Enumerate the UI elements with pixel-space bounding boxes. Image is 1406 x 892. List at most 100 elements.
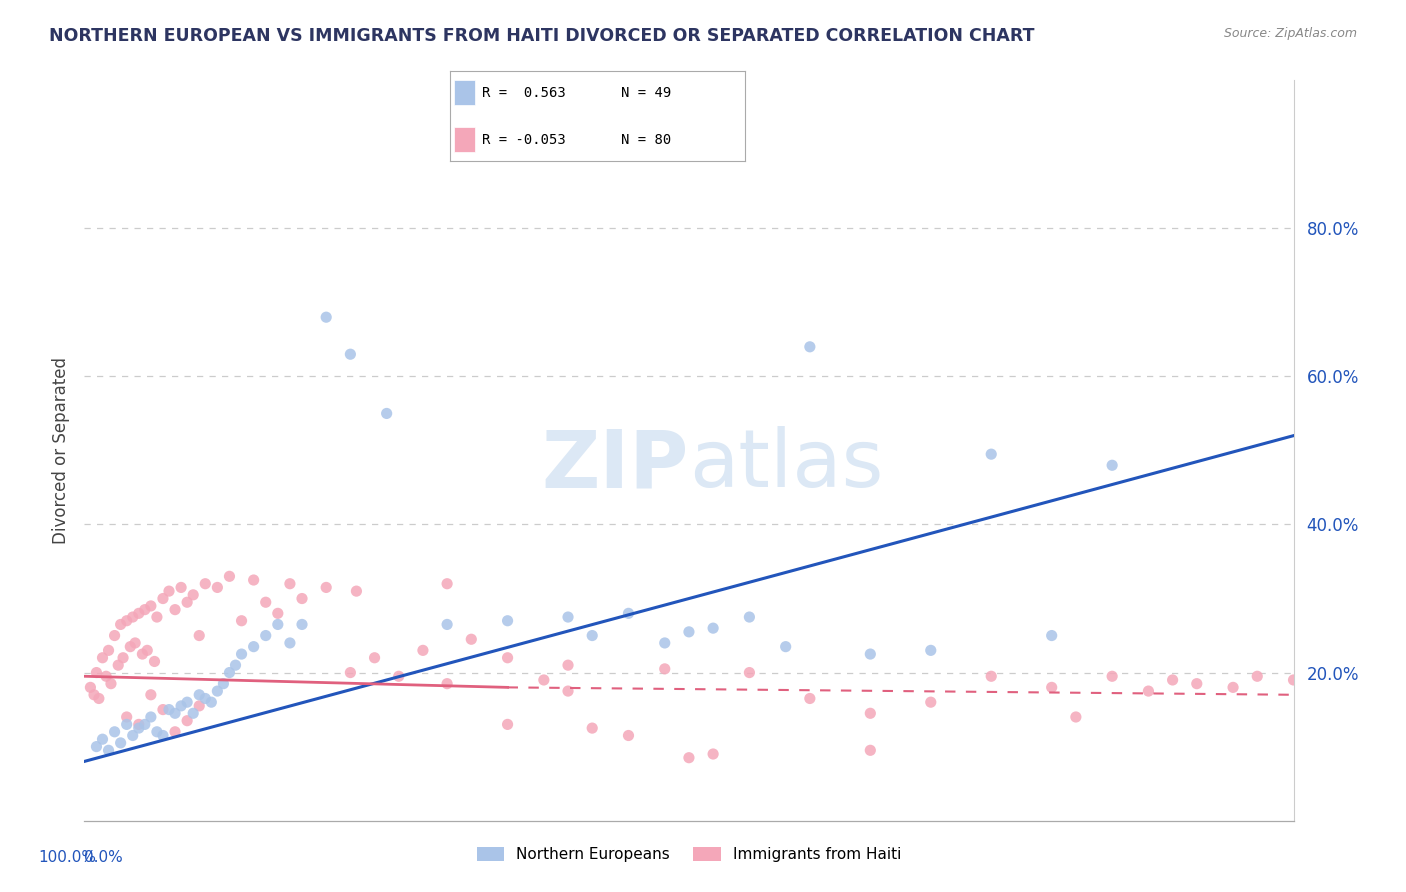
Point xyxy=(980,669,1002,683)
Point xyxy=(557,658,579,673)
Point xyxy=(702,747,724,761)
Point xyxy=(139,710,162,724)
Point xyxy=(87,691,110,706)
Point xyxy=(131,647,153,661)
Point xyxy=(654,662,676,676)
Point xyxy=(188,688,211,702)
Point xyxy=(83,688,105,702)
Point xyxy=(94,669,117,683)
Point xyxy=(859,706,882,721)
Point xyxy=(496,717,519,731)
Point xyxy=(799,691,821,706)
Text: 0.0%: 0.0% xyxy=(84,850,124,865)
Point xyxy=(128,607,150,621)
Point xyxy=(1040,628,1063,642)
Point xyxy=(1185,676,1208,690)
FancyBboxPatch shape xyxy=(454,80,475,105)
Point xyxy=(1137,684,1160,698)
Point xyxy=(291,591,314,606)
Point xyxy=(86,665,108,680)
Point xyxy=(115,614,138,628)
Point xyxy=(412,643,434,657)
Point xyxy=(152,591,174,606)
Point xyxy=(170,698,193,713)
Point xyxy=(375,407,398,421)
Text: N = 49: N = 49 xyxy=(621,86,672,100)
Point xyxy=(134,602,156,616)
Point xyxy=(165,724,187,739)
Point xyxy=(1040,681,1063,695)
Point xyxy=(176,714,198,728)
Point xyxy=(91,732,114,747)
Point xyxy=(1222,681,1244,695)
Point xyxy=(242,640,264,654)
Point xyxy=(97,643,120,657)
Point xyxy=(152,729,174,743)
Point xyxy=(617,607,640,621)
Point xyxy=(315,581,337,595)
Point xyxy=(291,617,314,632)
Text: atlas: atlas xyxy=(689,426,883,504)
Point xyxy=(1246,669,1268,683)
Text: NORTHERN EUROPEAN VS IMMIGRANTS FROM HAITI DIVORCED OR SEPARATED CORRELATION CHA: NORTHERN EUROPEAN VS IMMIGRANTS FROM HAI… xyxy=(49,27,1035,45)
Point xyxy=(181,706,204,721)
Point xyxy=(157,703,180,717)
Point xyxy=(859,743,882,757)
Point xyxy=(194,576,217,591)
FancyBboxPatch shape xyxy=(454,128,475,152)
Point xyxy=(702,621,724,635)
Point xyxy=(980,447,1002,461)
Point xyxy=(557,684,579,698)
Point xyxy=(121,610,143,624)
Point xyxy=(112,650,135,665)
Point xyxy=(339,665,361,680)
Point xyxy=(134,717,156,731)
Y-axis label: Divorced or Separated: Divorced or Separated xyxy=(52,357,70,544)
Point xyxy=(86,739,108,754)
Point xyxy=(97,743,120,757)
Text: R = -0.053: R = -0.053 xyxy=(482,133,567,146)
Point xyxy=(146,610,169,624)
Point xyxy=(920,643,942,657)
Point xyxy=(176,595,198,609)
Point xyxy=(121,729,143,743)
Legend: Northern Europeans, Immigrants from Haiti: Northern Europeans, Immigrants from Hait… xyxy=(471,841,907,869)
Point xyxy=(152,703,174,717)
Point xyxy=(104,724,127,739)
Point xyxy=(339,347,361,361)
Point xyxy=(278,636,301,650)
Point xyxy=(218,665,240,680)
Point xyxy=(157,584,180,599)
Point xyxy=(139,688,162,702)
Point xyxy=(139,599,162,613)
Point xyxy=(128,721,150,735)
Point xyxy=(170,581,193,595)
Point xyxy=(738,610,761,624)
Point xyxy=(315,310,337,325)
Point xyxy=(212,676,235,690)
Point xyxy=(267,607,290,621)
Point xyxy=(436,576,458,591)
Point xyxy=(181,588,204,602)
Text: Source: ZipAtlas.com: Source: ZipAtlas.com xyxy=(1223,27,1357,40)
Point xyxy=(165,602,187,616)
Point xyxy=(654,636,676,650)
Point xyxy=(436,676,458,690)
Point xyxy=(124,636,146,650)
Point xyxy=(110,736,132,750)
Point xyxy=(242,573,264,587)
Point xyxy=(200,695,222,709)
Point xyxy=(115,717,138,731)
Point xyxy=(460,632,482,647)
Point xyxy=(143,655,166,669)
Point xyxy=(254,628,277,642)
Point xyxy=(267,617,290,632)
Point xyxy=(165,706,187,721)
Point xyxy=(231,647,253,661)
Point xyxy=(115,710,138,724)
Point xyxy=(278,576,301,591)
Point xyxy=(859,647,882,661)
Point xyxy=(557,610,579,624)
Point xyxy=(496,650,519,665)
Point xyxy=(136,643,159,657)
